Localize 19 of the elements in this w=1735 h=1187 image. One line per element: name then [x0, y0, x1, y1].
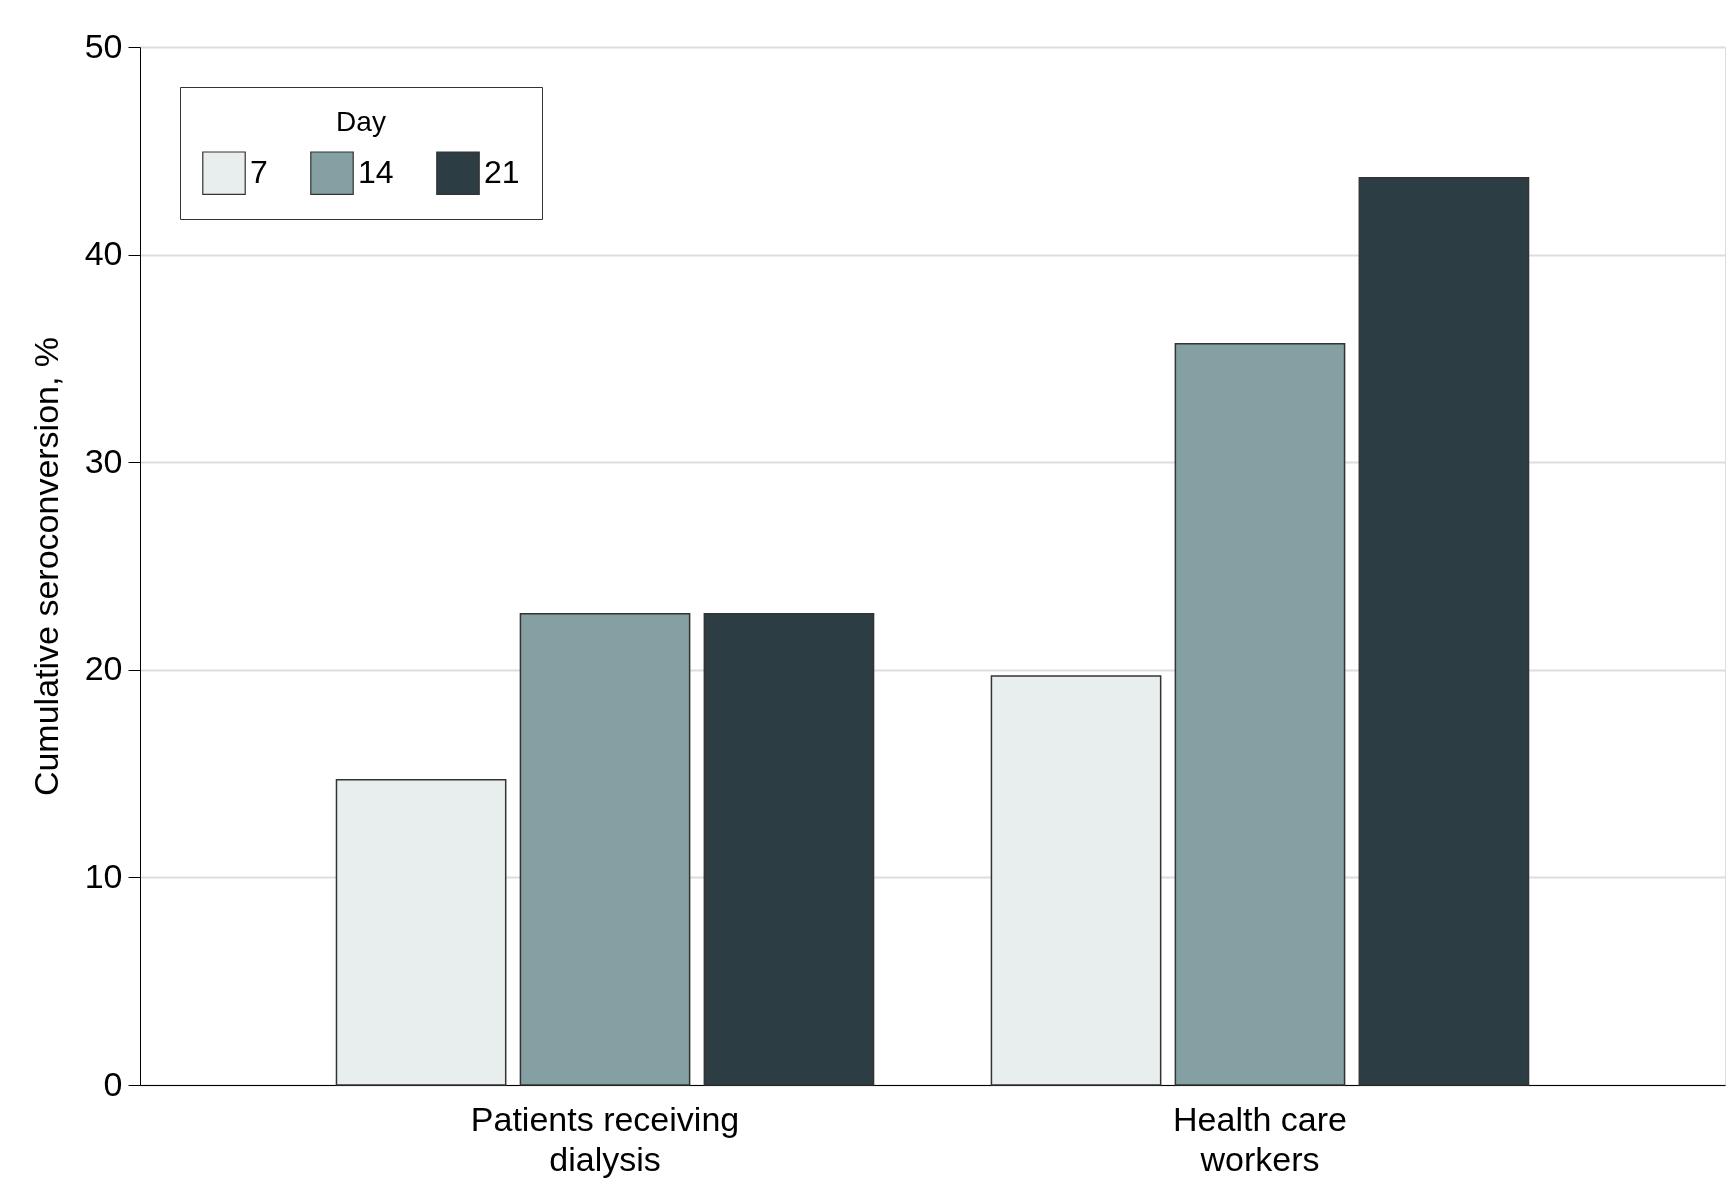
legend-label: 7	[250, 154, 268, 191]
y-tick-label: 30	[84, 441, 123, 480]
y-tick-label: 50	[84, 26, 123, 65]
y-tick-label: 20	[84, 649, 123, 688]
bar	[1358, 177, 1530, 1086]
x-tick-label: Patients receiving dialysis	[470, 1099, 740, 1178]
legend-label: 14	[358, 154, 394, 191]
bar	[990, 675, 1162, 1086]
y-tick-label: 0	[103, 1064, 123, 1103]
bar	[703, 613, 875, 1086]
y-axis-title: Cumulative seroconversion, %	[26, 336, 65, 797]
y-tick-label: 40	[84, 234, 123, 273]
x-tick-label: Health care workers	[1173, 1099, 1347, 1178]
legend-title: Day	[336, 106, 386, 137]
bar	[1174, 343, 1346, 1086]
bar	[335, 779, 507, 1086]
legend-label: 21	[484, 154, 520, 191]
bar	[519, 613, 691, 1086]
y-tick-label: 10	[84, 856, 123, 895]
